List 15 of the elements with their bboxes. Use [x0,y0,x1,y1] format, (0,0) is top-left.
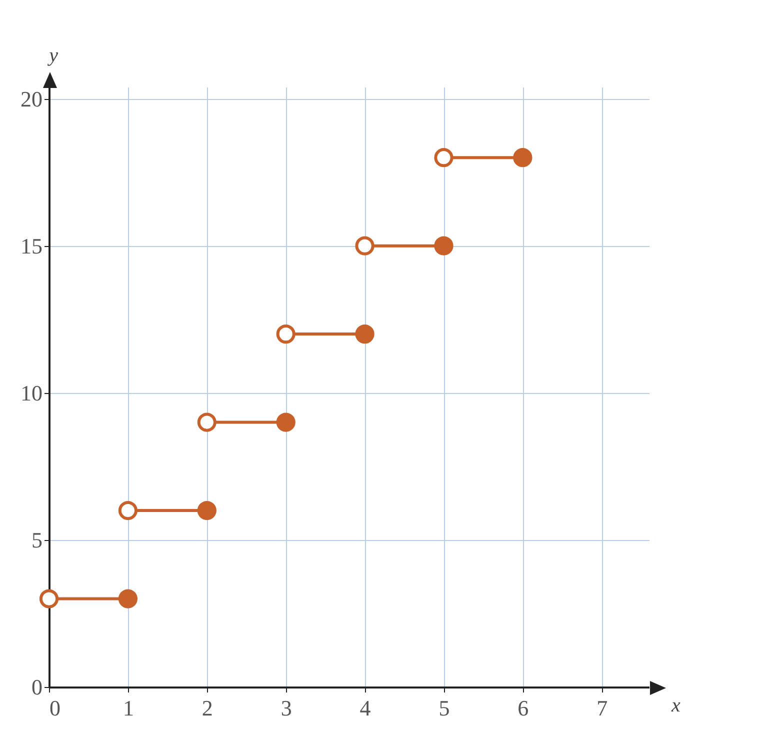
x-tick-label: 4 [360,696,371,720]
y-tick-label: 10 [20,380,42,406]
x-tick-label: 3 [280,696,292,720]
x-tick-label: 5 [438,696,450,720]
y-tick-label: 20 [20,86,42,112]
y-axis-title: y [47,44,58,66]
x-tick-label: 6 [518,696,529,720]
x-tick-label: 2 [202,696,213,720]
y-tick-label: 15 [20,233,42,258]
x-axis-title: x [670,694,680,716]
x-tick-label: 1 [122,696,134,720]
y-tick-label: 0 [32,674,42,700]
x-tick-label: 7 [596,696,608,720]
x-tick-label: 0 [50,696,60,720]
y-tick-label: 5 [32,527,42,552]
